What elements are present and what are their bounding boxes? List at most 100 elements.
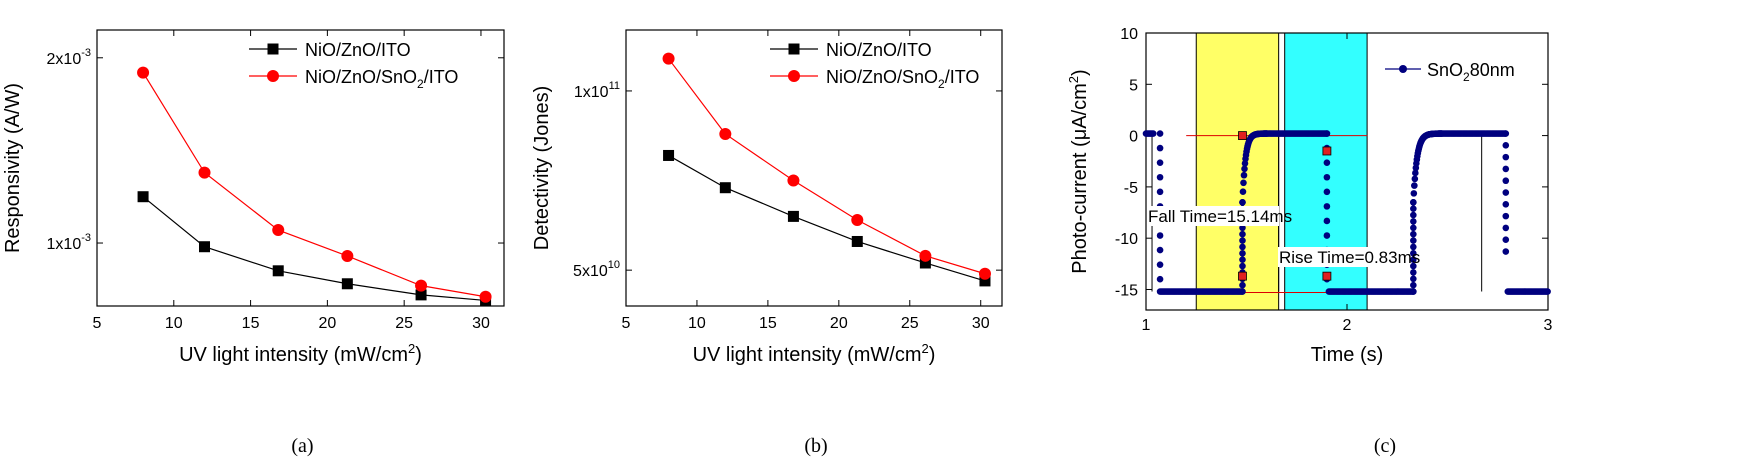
panel-b-y-axis-label: Detectivity (Jones) bbox=[531, 86, 553, 251]
panel-a-x-tick-label: 15 bbox=[242, 315, 260, 332]
panel-b-legend-label: NiO/ZnO/SnO2/ITO bbox=[826, 67, 979, 91]
panel-a-data-point-circle bbox=[198, 166, 211, 179]
panel-c-data-point bbox=[1323, 159, 1331, 166]
panel-c-data-point bbox=[1240, 171, 1248, 179]
panel-c-data-point bbox=[1156, 261, 1164, 268]
panel-c-data-point bbox=[1502, 201, 1510, 208]
panel-c-y-tick-label: -5 bbox=[1124, 180, 1138, 197]
panel-a-x-axis-label-part: UV light intensity (mW/cm bbox=[179, 344, 408, 366]
panel-c-highlight-band bbox=[1195, 32, 1280, 311]
panel-a-series-line-0 bbox=[142, 196, 486, 302]
panel-b-x-tick-label: 30 bbox=[972, 315, 990, 332]
chart-panel-c: 1 2 3 10 5 0 -5 -10 -15 Time (s) Photo-current (μA… bbox=[1066, 26, 1553, 457]
panel-c-data-point bbox=[1239, 256, 1246, 263]
panel-c-data-point bbox=[1239, 198, 1246, 206]
panel-b-x-tick-label: 5 bbox=[622, 315, 631, 332]
panel-c-data-point bbox=[1156, 246, 1164, 254]
panel-a-plot-frame bbox=[96, 29, 505, 307]
panel-b-x-tick-label: 15 bbox=[759, 315, 777, 332]
panel-c-data-point bbox=[1239, 224, 1246, 232]
panel-a-y-axis-label: Responsivity (A/W) bbox=[2, 83, 24, 253]
panel-c-data-point bbox=[1156, 173, 1164, 181]
panel-b-legend-label-part: NiO/ZnO/SnO bbox=[826, 67, 938, 87]
panel-b-data-point-square bbox=[719, 182, 731, 194]
panel-c-data-point bbox=[1323, 188, 1331, 196]
panel-b-data-point-circle bbox=[719, 127, 732, 140]
panel-b-data-point-circle bbox=[662, 52, 675, 65]
panel-b-data-point-square bbox=[787, 210, 799, 222]
panel-c-data-point bbox=[1410, 237, 1417, 244]
panel-c-data-point bbox=[1502, 212, 1510, 220]
panel-b-legend-label: NiO/ZnO/ITO bbox=[826, 40, 932, 60]
panel-b-data-point-circle bbox=[787, 174, 800, 187]
panel-c-marker-point bbox=[1238, 271, 1247, 281]
panel-a-y-tick-label: 1x10-3 bbox=[47, 232, 91, 253]
panel-a-caption: (a) bbox=[291, 435, 313, 457]
panel-c-data-point bbox=[1240, 179, 1247, 187]
panel-c-data-point bbox=[1410, 249, 1417, 257]
panel-c-data-point bbox=[1239, 281, 1246, 289]
panel-b-x-tick-label: 25 bbox=[901, 315, 919, 332]
panel-a-legend-marker bbox=[267, 70, 279, 82]
panel-b-x-axis-label-part: ) bbox=[929, 344, 936, 366]
panel-c-data-point bbox=[1239, 249, 1246, 257]
panel-c-legend-label-subscript: 2 bbox=[1463, 70, 1470, 84]
panel-b-legend-label-part: /ITO bbox=[945, 67, 980, 87]
panel-c-data-point bbox=[1239, 237, 1246, 244]
panel-b-series-line-0 bbox=[668, 154, 986, 282]
panel-c-data-point bbox=[1502, 236, 1510, 244]
panel-c-legend-label: SnO280nm bbox=[1427, 60, 1515, 84]
panel-c-data-point bbox=[1156, 188, 1164, 196]
panel-a-data-point-circle bbox=[479, 290, 492, 303]
panel-b-legend-label-subscript: 2 bbox=[938, 77, 945, 91]
panel-c-data-point bbox=[1156, 159, 1164, 166]
panel-c-data-point bbox=[1149, 130, 1157, 137]
panel-c-data-point bbox=[1410, 224, 1417, 232]
panel-c-y-tick-label: 0 bbox=[1129, 129, 1138, 146]
panel-c-data-point bbox=[1156, 144, 1164, 152]
panel-a-data-point-circle bbox=[341, 249, 354, 262]
panel-c-data-point bbox=[1411, 175, 1419, 183]
panel-c-y-axis-label-part: Photo-current (μA/cm bbox=[1069, 83, 1091, 273]
panel-c-data-point bbox=[1156, 130, 1164, 137]
panel-b-legend-marker bbox=[788, 43, 800, 55]
panel-a-legend-label-part: NiO/ZnO/SnO bbox=[305, 67, 417, 87]
panel-c-data-point bbox=[1502, 130, 1510, 137]
panel-c-data-point bbox=[1323, 173, 1331, 181]
panel-a-data-point-circle bbox=[415, 279, 428, 292]
panel-b-data-point-circle bbox=[919, 249, 932, 262]
panel-b-x-axis-label: UV light intensity (mW/cm2) bbox=[693, 341, 936, 366]
panel-a-x-axis-label: UV light intensity (mW/cm2) bbox=[179, 341, 422, 366]
panel-c-data-point bbox=[1323, 232, 1331, 239]
panel-a-y-tick-label-exponent: -3 bbox=[81, 232, 91, 244]
panel-c-data-point bbox=[1239, 262, 1246, 270]
panel-c-data-point bbox=[1502, 142, 1510, 149]
panel-b-data-point-circle bbox=[851, 213, 864, 226]
panel-a-y-tick-label-base: 1x10 bbox=[47, 236, 82, 253]
panel-b-y-tick-label: 5x1010 bbox=[573, 259, 620, 280]
panel-a-data-point-circle bbox=[137, 66, 150, 79]
panel-c-annotation-bg bbox=[1278, 247, 1406, 267]
panel-c-x-tick-label: 2 bbox=[1343, 317, 1352, 334]
panel-c-data-point bbox=[1412, 169, 1419, 177]
panel-c-x-tick-label: 3 bbox=[1544, 317, 1553, 334]
panel-c-x-tick-label: 1 bbox=[1142, 317, 1151, 334]
panel-c-legend-marker bbox=[1399, 65, 1407, 73]
panel-b-y-tick-label: 1x1011 bbox=[574, 80, 620, 101]
panel-c-data-point bbox=[1239, 288, 1246, 295]
panel-c-data-point bbox=[1410, 230, 1417, 238]
panel-c-annotation-bg bbox=[1147, 206, 1279, 226]
panel-b-data-point-circle bbox=[978, 267, 991, 280]
panel-b-caption: (b) bbox=[804, 435, 827, 457]
panel-c-data-point bbox=[1239, 243, 1246, 251]
panel-b-x-tick-label: 10 bbox=[688, 315, 706, 332]
panel-b-x-axis-label-part: UV light intensity (mW/cm bbox=[693, 344, 922, 366]
panel-a-legend-label-subscript: 2 bbox=[417, 77, 424, 91]
panel-c-highlight-band bbox=[1284, 32, 1368, 311]
panel-c-marker-point bbox=[1238, 131, 1247, 140]
panel-b-data-point-square bbox=[851, 235, 863, 247]
panel-c-y-tick-label: 5 bbox=[1129, 77, 1138, 94]
panel-c-data-point bbox=[1241, 165, 1248, 173]
panel-c-data-point bbox=[1502, 224, 1510, 232]
panel-c-y-tick-label: -10 bbox=[1115, 231, 1138, 248]
